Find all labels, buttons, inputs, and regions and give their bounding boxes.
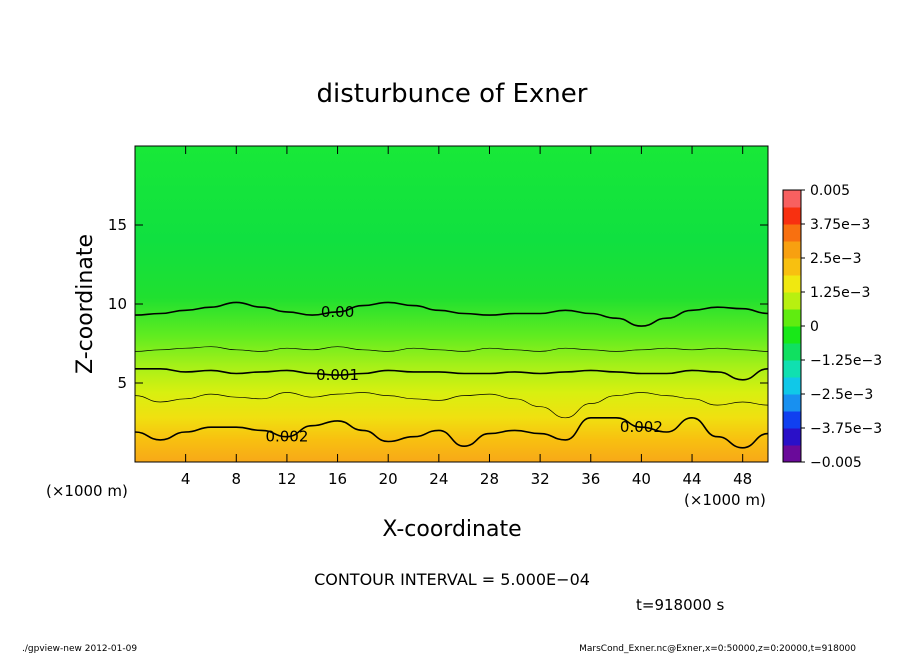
colorbar-label: 3.75e−3 xyxy=(810,217,870,233)
contour-line xyxy=(135,346,768,352)
x-axis-label: X-coordinate xyxy=(382,517,521,542)
x-tick-label: 44 xyxy=(682,470,701,488)
footer-left: ./gpview-new 2012-01-09 xyxy=(22,644,137,654)
colorbar-swatch xyxy=(783,428,801,446)
colorbar-swatch xyxy=(783,190,801,208)
colorbar-swatch xyxy=(783,394,801,412)
colorbar-label: 0 xyxy=(810,319,819,335)
x-tick-label: 24 xyxy=(429,470,448,488)
colorbar-swatch xyxy=(783,275,801,293)
x-tick-label: 16 xyxy=(328,470,347,488)
contour-line xyxy=(135,416,768,449)
x-tick-label: 4 xyxy=(181,470,191,488)
colorbar: −0.005 −3.75e−3 −2.5e−3 −1.25e−3 0 1.25e−3 2.5… xyxy=(782,183,882,471)
colorbar-label: −0.005 xyxy=(810,455,862,471)
contour-label: 0.00 xyxy=(321,303,354,321)
contour-label: 0.001 xyxy=(316,366,359,384)
contour-fill xyxy=(135,146,768,462)
colorbar-swatch xyxy=(783,258,801,276)
colorbar-label: −2.5e−3 xyxy=(810,387,873,403)
x-tick-label: 28 xyxy=(480,470,499,488)
x-unit-left: (×1000 m) xyxy=(46,482,128,500)
y-axis-label: Z-coordinate xyxy=(73,234,98,374)
x-tick-label: 40 xyxy=(632,470,651,488)
x-tick-label: 12 xyxy=(277,470,296,488)
y-tick-label: 5 xyxy=(117,374,127,392)
contour-interval: CONTOUR INTERVAL = 5.000E−04 xyxy=(314,570,590,589)
colorbar-swatch xyxy=(783,224,801,242)
colorbar-swatch xyxy=(783,309,801,327)
x-tick-label: 48 xyxy=(733,470,752,488)
x-unit-right: (×1000 m) xyxy=(684,491,766,509)
x-tick-label: 36 xyxy=(581,470,600,488)
contour-label: 0.002 xyxy=(620,418,663,436)
x-tick-label: 20 xyxy=(379,470,398,488)
footer-right: MarsCond_Exner.nc@Exner,x=0:50000,z=0:20… xyxy=(579,644,856,654)
colorbar-swatch xyxy=(783,207,801,225)
colorbar-swatch xyxy=(783,377,801,395)
colorbar-label: −3.75e−3 xyxy=(810,421,882,437)
y-tick-label: 10 xyxy=(108,295,127,313)
colorbar-swatch xyxy=(783,360,801,378)
x-tick-label: 8 xyxy=(232,470,242,488)
contour-line xyxy=(135,367,768,381)
colorbar-swatch xyxy=(783,445,801,463)
time-label: t=918000 s xyxy=(636,596,724,614)
y-tick-label: 15 xyxy=(108,216,127,234)
colorbar-swatch xyxy=(783,343,801,361)
colorbar-label: 2.5e−3 xyxy=(810,251,862,267)
plot-area: 0.00 0.001 0.002 0.002 xyxy=(135,146,768,462)
colorbar-label: −1.25e−3 xyxy=(810,353,882,369)
contour-label: 0.002 xyxy=(265,428,308,446)
contour-line xyxy=(135,392,768,419)
colorbar-swatch xyxy=(783,292,801,310)
colorbar-label: 0.005 xyxy=(810,183,850,199)
colorbar-swatch xyxy=(783,326,801,344)
colorbar-swatch xyxy=(783,411,801,429)
x-tick-label: 32 xyxy=(531,470,550,488)
contour-line xyxy=(135,301,768,327)
colorbar-label: 1.25e−3 xyxy=(810,285,870,301)
colorbar-swatch xyxy=(783,241,801,259)
chart-title: disturbunce of Exner xyxy=(317,79,588,109)
